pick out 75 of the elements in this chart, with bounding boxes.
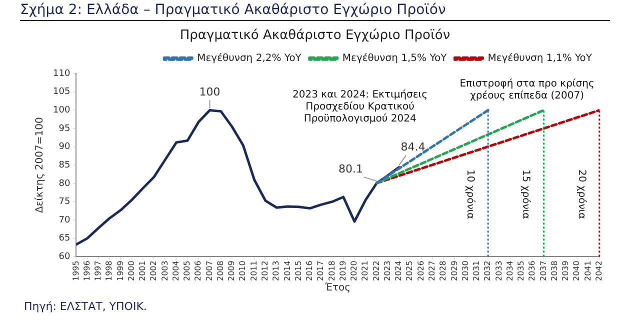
x-tick-label: 2014 — [282, 260, 292, 281]
x-tick-label: 2011 — [249, 260, 258, 281]
y-tick-label: 60 — [58, 252, 70, 262]
y-tick-label: 75 — [58, 197, 70, 208]
legend-label: Μεγέθυνση 2,2% YoY — [197, 53, 302, 64]
y-tick-label: 65 — [58, 234, 70, 244]
x-tick-label: 2019 — [338, 260, 348, 281]
x-tick-label: 1998 — [104, 260, 114, 281]
x-tick-label: 2036 — [528, 260, 537, 281]
x-tick-label: 1995 — [71, 260, 80, 281]
x-tick-label: 2003 — [160, 260, 170, 281]
x-tick-label: 2000 — [126, 260, 136, 281]
x-tick-label: 2016 — [305, 260, 314, 281]
chart-subtitle: Πραγματικό Ακαθάριστο Εγχώριο Προϊόν — [180, 28, 450, 44]
x-tick-label: 1999 — [116, 260, 125, 281]
ref-line-label: 20 χρόνια — [576, 170, 587, 220]
x-axis-title: Έτος — [324, 282, 351, 294]
x-tick-label: 2010 — [238, 260, 248, 281]
text: Πηγή: ΕΛΣΤΑΤ, ΥΠΟΙΚ. — [24, 300, 147, 313]
ref-line-label: 15 χρόνια — [520, 170, 532, 220]
x-tick-label: 2012 — [260, 260, 270, 281]
x-tick-label: 2004 — [171, 260, 180, 281]
x-tick-label: 1996 — [82, 260, 92, 281]
x-tick-label: 2041 — [583, 260, 592, 281]
x-tick-label: 2001 — [138, 260, 148, 281]
x-tick-label: 2013 — [272, 260, 281, 281]
x-tick-label: 2026 — [416, 260, 426, 281]
x-tick-label: 2025 — [405, 260, 414, 281]
x-tick-label: 2039 — [561, 260, 570, 281]
y-tick-label: 85 — [58, 160, 70, 170]
x-tick-label: 1997 — [94, 260, 103, 281]
x-tick-label: 2032 — [483, 260, 492, 281]
x-tick-label: 2015 — [294, 260, 303, 281]
x-tick-label: 2029 — [450, 260, 459, 281]
y-tick-label: 95 — [58, 124, 70, 134]
x-tick-label: 2020 — [350, 260, 359, 281]
x-tick-label: 2006 — [194, 260, 203, 281]
x-tick-label: 2007 — [204, 260, 214, 281]
x-tick-label: 2035 — [516, 260, 526, 281]
y-tick-label: 90 — [58, 142, 70, 152]
x-tick-label: 2042 — [594, 260, 604, 281]
x-tick-label: 2038 — [550, 260, 559, 281]
x-tick-label: 2017 — [316, 260, 326, 281]
annotation: 80.1 — [338, 162, 363, 176]
x-tick-label: 2021 — [360, 260, 370, 281]
x-tick-label: 2002 — [149, 260, 158, 281]
annotation: 100 — [199, 86, 220, 99]
x-tick-label: 2031 — [472, 260, 482, 281]
annotation: 2023 και 2024: Εκτιμήσεις Προσχεδίου Κρατικού Προϋπολογισμού 2024 — [292, 90, 428, 125]
x-tick-label: 2030 — [460, 260, 470, 281]
y-axis-title: Δείκτης 2007=100 — [34, 117, 46, 214]
annotation: Επιστροφή στα προ κρίσης χρέους επίπεδα (2007) — [460, 78, 594, 102]
y-tick-label: 110 — [52, 68, 70, 79]
x-tick-label: 2005 — [182, 260, 192, 281]
x-tick-label: 2037 — [538, 260, 548, 281]
x-tick-label: 2028 — [438, 260, 448, 281]
x-tick-label: 2034 — [505, 260, 514, 281]
annotation: 84.4 — [400, 140, 426, 154]
y-tick-label: 80 — [58, 178, 70, 189]
y-tick-label: 70 — [58, 215, 70, 226]
x-tick-label: 2018 — [327, 260, 336, 281]
x-tick-label: 2033 — [494, 260, 504, 281]
x-tick-label: 2023 — [382, 260, 392, 281]
legend-label: Μεγέθυνση 1,5% YoY — [342, 53, 448, 64]
chart-title: Σχήμα 2: Ελλάδα – Πραγματικό Ακαθάριστο Εγχώριο Προϊόν — [20, 2, 610, 21]
y-tick-label: 100 — [52, 106, 70, 116]
legend-label: Μεγέθυνση 1,1% YoY — [488, 53, 593, 64]
x-tick-label: 2008 — [216, 260, 225, 281]
x-tick-label: 2024 — [394, 260, 404, 281]
x-tick-label: 2040 — [572, 260, 582, 281]
y-tick-label: 105 — [52, 87, 70, 98]
x-tick-label: 2009 — [227, 260, 236, 281]
x-tick-label: 2022 — [372, 260, 381, 281]
ref-line-label: 10 χρόνια — [464, 170, 476, 220]
x-tick-label: 2027 — [427, 260, 436, 281]
